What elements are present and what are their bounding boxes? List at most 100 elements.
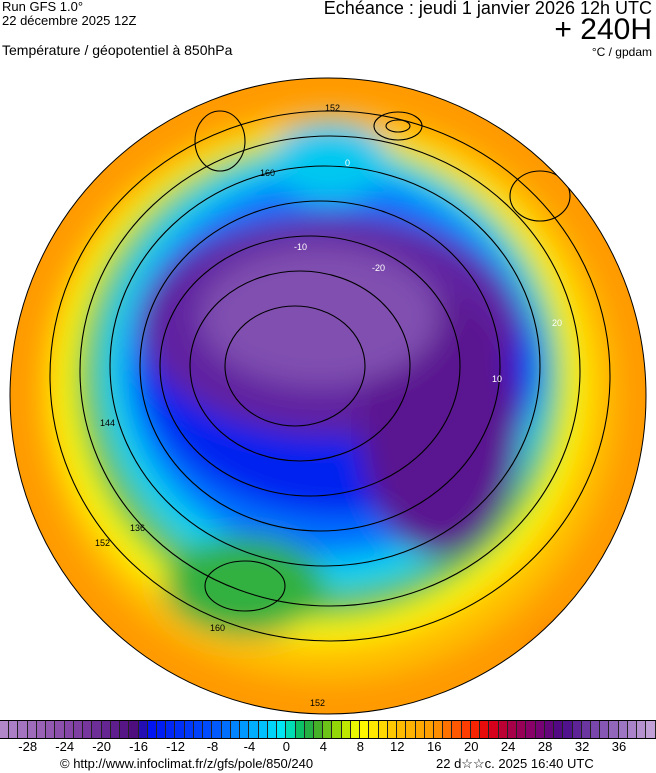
colorbar-cell	[147, 721, 157, 738]
colorbar-cell	[341, 721, 351, 738]
colorbar-tick-label: 8	[356, 739, 364, 754]
temp-atlantic	[165, 536, 325, 636]
colorbar-cell	[637, 721, 647, 738]
model-run: Run GFS 1.0°	[2, 0, 84, 14]
colorbar-tick-label: 20	[463, 739, 479, 754]
contour-label: 160	[210, 623, 225, 633]
generated-time: 22 d☆☆c. 2025 16:40 UTC	[436, 756, 594, 771]
colorbar-cell	[470, 721, 481, 738]
colorbar-cell	[249, 721, 259, 738]
colorbar-cell	[480, 721, 490, 738]
colorbar-cell	[609, 721, 619, 738]
source-url[interactable]: © http://www.infoclimat.fr/z/gfs/pole/85…	[60, 756, 314, 771]
colorbar-cell	[563, 721, 573, 738]
colorbar-cell	[138, 721, 148, 738]
colorbar-cell	[175, 721, 185, 738]
colorbar-cell	[369, 721, 379, 738]
colorbar-cell	[387, 721, 398, 738]
units: °C / gpdam	[591, 45, 652, 59]
colorbar-tick-label: 12	[390, 739, 405, 754]
colorbar-cell	[230, 721, 241, 738]
colorbar-cell	[489, 721, 499, 738]
polar-map: 152 160 144 136 152 160 152 -20 -10 0 10…	[9, 77, 647, 715]
temp-pacific	[270, 121, 390, 201]
contour-label: 144	[100, 418, 115, 428]
colorbar-cell	[591, 721, 601, 738]
colorbar-cell	[360, 721, 370, 738]
globe-outline	[9, 77, 647, 715]
colorbar-cell	[646, 721, 656, 738]
temp-hot	[540, 626, 646, 706]
contour-label: 152	[310, 698, 325, 708]
colorbar-tick-label: -16	[129, 739, 148, 754]
temp-arctic	[200, 246, 440, 386]
colorbar-cell	[277, 721, 287, 738]
colorbar-cell	[397, 721, 407, 738]
colorbar	[0, 720, 656, 739]
colorbar-cell	[434, 721, 444, 738]
colorbar-cell	[110, 721, 121, 738]
colorbar-cell	[129, 721, 139, 738]
colorbar-cell	[286, 721, 296, 738]
colorbar-cell	[572, 721, 582, 738]
colorbar-tick-label: 0	[282, 739, 291, 754]
colorbar-cell	[498, 721, 508, 738]
colorbar-cell	[166, 721, 176, 738]
colorbar-cell	[406, 721, 416, 738]
contour-label: 136	[130, 523, 145, 533]
colorbar-cell	[193, 721, 204, 738]
colorbar-cell	[313, 721, 324, 738]
colorbar-cell	[544, 721, 555, 738]
isotherm-label: -10	[294, 242, 307, 252]
contour-label: 152	[325, 103, 340, 113]
colorbar-cell	[73, 721, 84, 738]
colorbar-tick-label: 24	[500, 739, 516, 754]
colorbar-tick-label: 32	[574, 739, 590, 754]
colorbar-cell	[507, 721, 518, 738]
colorbar-cell	[332, 721, 342, 738]
colorbar-tick-label: 16	[427, 739, 442, 754]
colorbar-tick-label: -4	[243, 739, 256, 754]
isotherm-label: 10	[492, 374, 502, 384]
colorbar-cell	[212, 721, 222, 738]
colorbar-cell	[581, 721, 591, 738]
contour-label: 160	[260, 168, 275, 178]
colorbar-cell	[9, 721, 19, 738]
colorbar-cell	[554, 721, 564, 738]
colorbar-cell	[258, 721, 268, 738]
colorbar-cell	[600, 721, 610, 738]
colorbar-cell	[221, 721, 231, 738]
colorbar-cell	[295, 721, 305, 738]
colorbar-cell	[424, 721, 435, 738]
valid-time: Echéance : jeudi 1 janvier 2026 12h UTC	[323, 0, 652, 18]
colorbar-tick-label: 28	[537, 739, 553, 754]
colorbar-cell	[156, 721, 167, 738]
isotherm-label: -20	[372, 263, 385, 273]
colorbar-cell	[526, 721, 536, 738]
colorbar-cell	[627, 721, 638, 738]
colorbar-cell	[443, 721, 453, 738]
geopotential-contours	[49, 110, 611, 642]
colorbar-cell	[323, 721, 333, 738]
colorbar-cell	[83, 721, 93, 738]
isotherm-label: 20	[552, 318, 562, 328]
colorbar-ticks: -28 -24 -20 -16 -12 -8 -4 0 4 8 12 16 20 24 28 32 36	[0, 739, 656, 755]
colorbar-cell	[517, 721, 527, 738]
isotherm-label: 0	[345, 158, 350, 168]
colorbar-cell	[618, 721, 628, 738]
colorbar-cell	[18, 721, 28, 738]
colorbar-cell	[101, 721, 111, 738]
colorbar-cell	[415, 721, 425, 738]
colorbar-cell	[461, 721, 471, 738]
colorbar-tick-label: 36	[611, 739, 627, 754]
colorbar-tick-label: -20	[92, 739, 112, 754]
colorbar-tick-label: 4	[319, 739, 327, 754]
lead-time: + 240H	[554, 13, 652, 46]
contour-label: 152	[95, 538, 110, 548]
contour-labels: 152 160 144 136 152 160 152	[95, 103, 340, 708]
colorbar-cell	[184, 721, 194, 738]
colorbar-tick-label: -8	[206, 739, 219, 754]
colorbar-cell	[36, 721, 47, 738]
variable-title: Température / géopotentiel à 850hPa	[2, 42, 233, 58]
colorbar-cell	[304, 721, 314, 738]
